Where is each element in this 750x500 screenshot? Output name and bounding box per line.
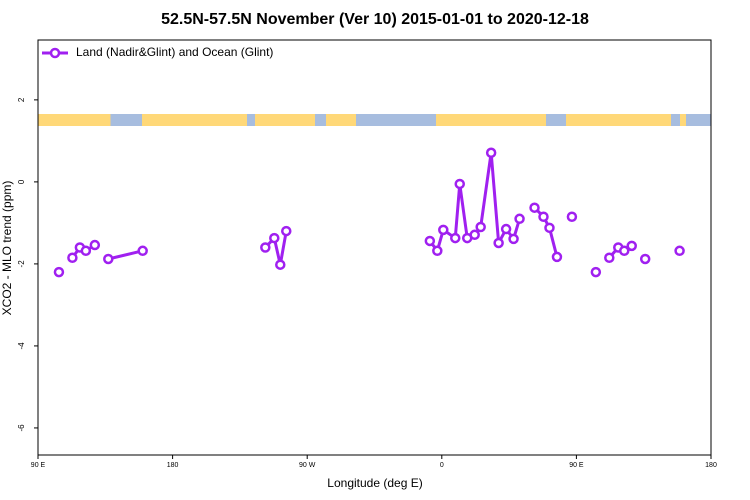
data-point: [67, 252, 78, 264]
data-point: [53, 266, 65, 278]
data-point: [275, 259, 286, 270]
data-point: [438, 224, 449, 236]
data-point: [424, 235, 436, 247]
data-point: [475, 221, 486, 233]
x-tick-label: 180: [705, 462, 717, 469]
chart-title: 52.5N-57.5N November (Ver 10) 2015-01-01…: [161, 11, 589, 28]
series-line: [72, 153, 679, 265]
plot-frame: [37, 39, 712, 456]
data-point: [137, 245, 148, 257]
legend-label: Land (Nadir&Glint) and Ocean (Glint): [76, 45, 273, 59]
legend-marker: [49, 47, 61, 59]
land-ocean-band: [38, 114, 711, 126]
data-point: [508, 233, 519, 245]
data-point: [485, 147, 497, 159]
x-tick-label: 0: [440, 462, 444, 469]
data-point: [80, 245, 92, 257]
y-tick-label: 2: [17, 97, 26, 102]
data-point: [514, 213, 525, 225]
data-point: [544, 222, 555, 234]
x-tick-label: 90 E: [569, 462, 584, 469]
data-point: [604, 252, 615, 264]
data-point: [469, 229, 480, 241]
data-point: [454, 178, 465, 190]
data-point: [551, 251, 563, 263]
data-point: [529, 202, 540, 213]
data-point: [432, 245, 443, 257]
data-point: [260, 242, 271, 253]
x-tick-label: 90 W: [299, 462, 316, 469]
y-tick-label: -4: [17, 342, 26, 350]
data-point: [493, 237, 504, 249]
data-point: [269, 232, 280, 244]
y-tick-label: 0: [17, 179, 26, 184]
data-point: [103, 253, 114, 265]
legend: Land (Nadir&Glint) and Ocean (Glint): [42, 45, 273, 59]
data-point: [590, 266, 602, 278]
data-point: [619, 245, 630, 257]
x-tick-label: 180: [167, 462, 179, 469]
data-point: [639, 253, 651, 265]
x-axis-label: Longitude (deg E): [327, 476, 422, 490]
y-tick-label: -2: [17, 260, 26, 268]
data-point: [538, 211, 549, 222]
data-point: [500, 223, 512, 235]
data-point: [281, 225, 292, 237]
data-point: [626, 240, 637, 252]
y-axis-label: XCO2 - MLO trend (ppm): [0, 181, 14, 316]
data-point: [566, 211, 578, 222]
x-tick-label: 90 E: [31, 462, 46, 469]
data-point: [674, 245, 685, 257]
y-tick-label: -6: [17, 424, 26, 432]
data-point: [89, 239, 101, 251]
data-point: [450, 232, 461, 244]
